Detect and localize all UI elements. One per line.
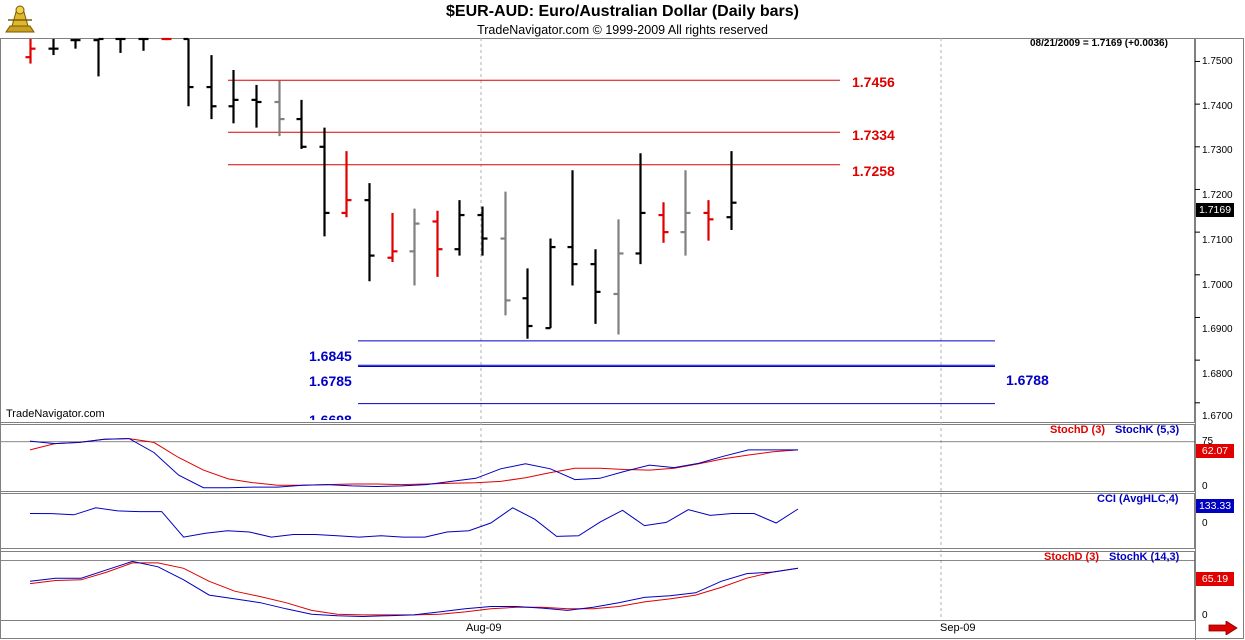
chart-subtitle: TradeNavigator.com © 1999-2009 All right… bbox=[477, 23, 768, 37]
ohlc-bar bbox=[319, 127, 330, 237]
ohlc-bar bbox=[635, 153, 646, 265]
ohlc-bar bbox=[409, 208, 420, 286]
cci-cci-line bbox=[29, 507, 799, 538]
ohlc-bar bbox=[726, 151, 737, 230]
y-tick-label: 1.7400 bbox=[1202, 101, 1233, 112]
ohlc-bar bbox=[25, 39, 36, 64]
ohlc-bar bbox=[658, 202, 669, 243]
ohlc-bar bbox=[522, 268, 533, 339]
ohlc-bar bbox=[251, 84, 262, 128]
y-tick-label: 1.6800 bbox=[1202, 369, 1233, 380]
stoch2-k-label: StochK (14,3) bbox=[1109, 551, 1180, 563]
level-lines bbox=[228, 79, 995, 405]
ohlc-bar bbox=[680, 170, 691, 256]
y-tick-label: 1.7200 bbox=[1202, 190, 1233, 201]
stoch2-d-label: StochD (3) bbox=[1044, 551, 1099, 563]
ohlc-bar bbox=[341, 151, 352, 218]
stoch2-d-line bbox=[29, 562, 799, 616]
ohlc-bar bbox=[274, 80, 285, 137]
watermark-label: TradeNavigator.com bbox=[6, 408, 105, 420]
ohlc-bar bbox=[183, 37, 194, 107]
panel-frame-main bbox=[0, 38, 1195, 423]
ohlc-bar bbox=[70, 39, 81, 49]
cci-value-tag: 133.33 bbox=[1196, 499, 1234, 513]
ohlc-bar bbox=[477, 206, 488, 256]
level-label-1: 1.7456 bbox=[852, 74, 895, 90]
chart-grid bbox=[1, 38, 1200, 620]
ohlc-bar bbox=[48, 39, 59, 56]
panel-frames bbox=[0, 38, 1244, 640]
x-tick-sep: Sep-09 bbox=[940, 622, 976, 634]
ohlc-bar bbox=[115, 37, 126, 53]
panel-frame-cci bbox=[0, 493, 1195, 549]
ohlc-bar bbox=[545, 238, 556, 330]
y-tick-label: 1.7100 bbox=[1202, 235, 1233, 246]
x-tick-aug: Aug-09 bbox=[466, 622, 502, 634]
stoch1-d-line bbox=[29, 438, 799, 486]
panel-frame-s2 bbox=[0, 551, 1195, 621]
ohlc-bar bbox=[500, 191, 511, 316]
ohlc-bar bbox=[364, 183, 375, 282]
ohlc-bar bbox=[161, 37, 172, 41]
chart-title: $EUR-AUD: Euro/Australian Dollar (Daily … bbox=[446, 3, 799, 20]
y-tick-label: 1.6900 bbox=[1202, 324, 1233, 335]
ohlc-bar bbox=[296, 99, 307, 149]
level-label-5: 1.6785 bbox=[309, 373, 352, 389]
scroll-right-arrow-icon[interactable] bbox=[1208, 621, 1238, 635]
stoch1-d-label: StochD (3) bbox=[1050, 424, 1105, 436]
ohlc-bar bbox=[93, 37, 104, 77]
stoch1-tick-0: 0 bbox=[1202, 481, 1208, 492]
y-tick-label: 1.7500 bbox=[1202, 56, 1233, 67]
y-tick-label: 1.6700 bbox=[1202, 411, 1233, 422]
trade-navigator-logo bbox=[5, 5, 35, 33]
cci-label: CCI (AvgHLC,4) bbox=[1097, 493, 1179, 505]
ohlc-bar bbox=[703, 200, 714, 241]
stoch2-value-tag: 65.19 bbox=[1196, 572, 1234, 586]
cci-tick-0: 0 bbox=[1202, 518, 1208, 529]
stoch1-k-line bbox=[29, 438, 798, 489]
price-bars bbox=[25, 37, 737, 339]
level-label-2: 1.7334 bbox=[852, 127, 895, 143]
level-label-7-clip: 1.6698 bbox=[305, 408, 365, 420]
level-label-4: 1.6845 bbox=[309, 348, 352, 364]
ohlc-bar bbox=[613, 219, 624, 335]
last-price-tag: 1.7169 bbox=[1196, 203, 1234, 217]
ohlc-bar bbox=[228, 70, 239, 124]
level-label-6: 1.6788 bbox=[1006, 372, 1049, 388]
level-label-7: 1.6698 bbox=[309, 412, 352, 420]
level-label-3: 1.7258 bbox=[852, 163, 895, 179]
price-readout: 08/21/2009 = 1.7169 (+0.0036) bbox=[1030, 38, 1168, 49]
stoch2-k-line bbox=[29, 560, 799, 618]
stoch1-tick-75: 75 bbox=[1202, 436, 1214, 447]
indicator-lines bbox=[29, 438, 799, 618]
y-tick-label: 1.7000 bbox=[1202, 280, 1233, 291]
ohlc-bar bbox=[206, 55, 217, 120]
panel-frame-s1 bbox=[0, 424, 1195, 492]
stoch2-tick-0: 0 bbox=[1202, 610, 1208, 621]
y-tick-label: 1.7300 bbox=[1202, 145, 1233, 156]
ohlc-bar bbox=[590, 249, 601, 324]
ohlc-bar bbox=[432, 210, 443, 277]
stoch1-k-label: StochK (5,3) bbox=[1115, 424, 1180, 436]
stoch1-value-tag: 62.07 bbox=[1196, 444, 1234, 458]
ohlc-bar bbox=[138, 37, 149, 51]
ohlc-bar bbox=[567, 170, 578, 286]
ohlc-bar bbox=[454, 200, 465, 256]
ohlc-bar bbox=[387, 212, 398, 262]
